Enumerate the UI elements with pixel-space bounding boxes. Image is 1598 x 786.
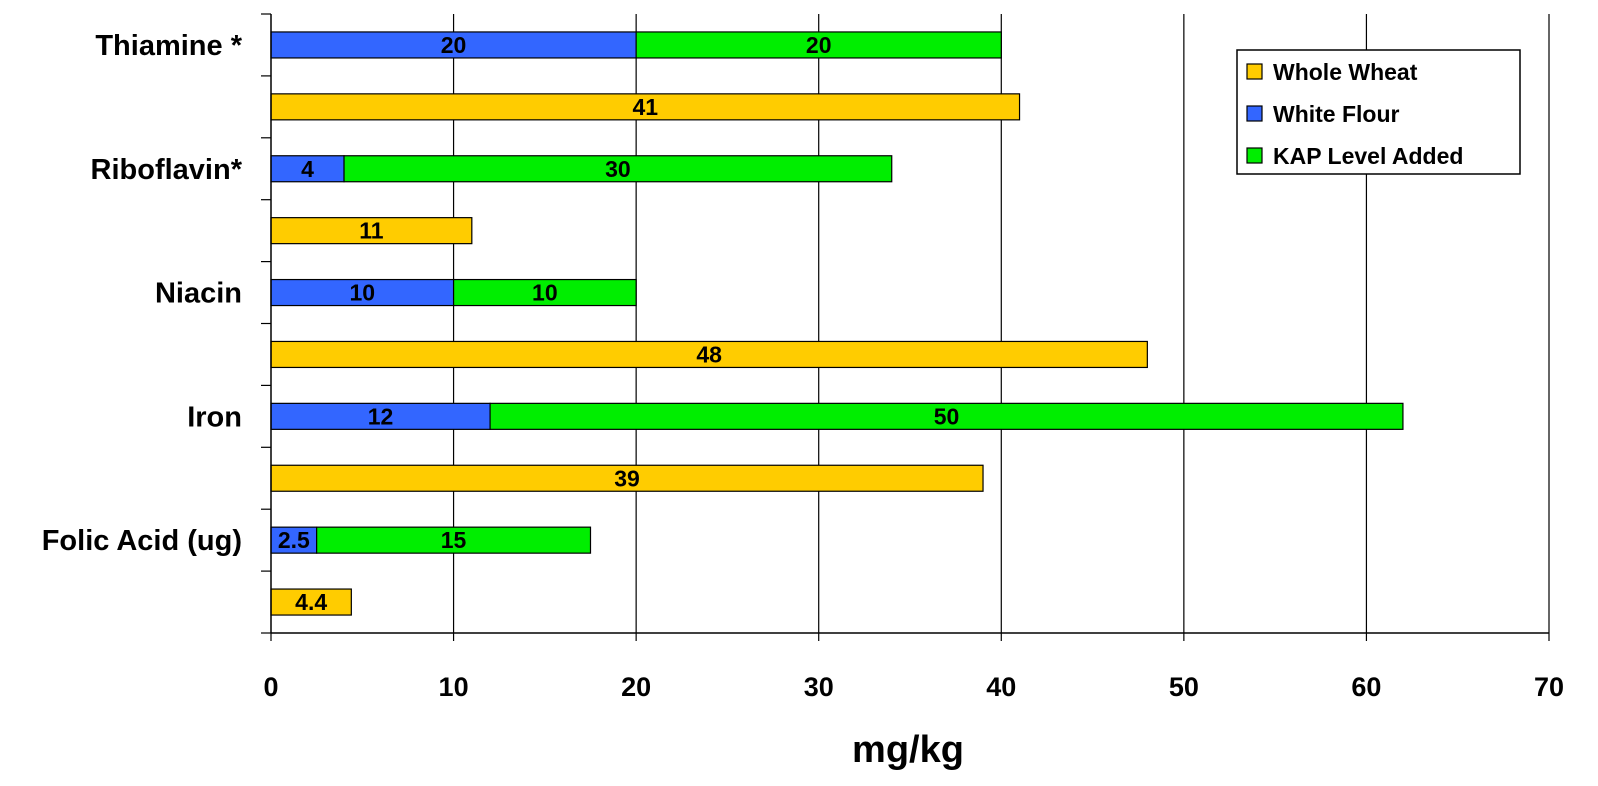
- bar-segment: [316, 526, 592, 554]
- data-label: 50: [934, 403, 960, 429]
- x-tick-labels: 0 10 20 30 40 50 60 70: [263, 672, 1564, 702]
- legend-box: [1236, 49, 1521, 175]
- data-label: 12: [368, 403, 394, 429]
- bars: 20 20 41 4 30 11 10 10 48 12 50 39 2.5 15 4.4: [270, 31, 1404, 616]
- legend-label: Whole Wheat: [1273, 59, 1418, 85]
- data-label: 39: [614, 465, 640, 491]
- category-label: Folic Acid (ug): [42, 525, 242, 557]
- x-tick-label: 20: [621, 672, 651, 702]
- bar-segment: [270, 526, 318, 554]
- legend-swatch: [1246, 147, 1263, 164]
- data-label: 4: [301, 156, 314, 182]
- data-label: 41: [632, 94, 658, 120]
- legend: Whole Wheat White Flour KAP Level Added: [1236, 49, 1521, 175]
- x-tick-label: 30: [804, 672, 834, 702]
- bar-segment: [270, 217, 473, 245]
- bar-segment: [343, 155, 893, 183]
- legend-label: White Flour: [1273, 101, 1400, 127]
- category-label: Riboflavin*: [91, 154, 243, 186]
- x-tick-label: 40: [986, 672, 1016, 702]
- bar-segment: [489, 402, 1404, 430]
- bar-segment: [270, 464, 984, 492]
- x-tick-label: 70: [1534, 672, 1564, 702]
- legend-swatch: [1246, 105, 1263, 122]
- data-label: 4.4: [295, 589, 327, 615]
- bar-segment: [452, 278, 637, 307]
- data-label: 10: [349, 280, 375, 306]
- data-label: 11: [359, 218, 384, 244]
- data-label: 2.5: [278, 527, 310, 553]
- axes: [261, 13, 1550, 641]
- legend-swatch: [1246, 63, 1263, 80]
- x-tick-label: 0: [263, 672, 278, 702]
- data-label: 30: [605, 156, 631, 182]
- bar-segment: [270, 588, 352, 616]
- bar-segment: [635, 31, 1002, 59]
- data-label: 15: [441, 527, 467, 553]
- category-label: Thiamine *: [95, 30, 242, 62]
- category-labels: Thiamine * Riboflavin* Niacin Iron Folic Aci…: [42, 30, 243, 557]
- data-label: 20: [441, 32, 467, 58]
- legend-label: KAP Level Added: [1273, 143, 1463, 169]
- data-label: 20: [806, 32, 832, 58]
- x-tick-label: 60: [1351, 672, 1381, 702]
- x-tick-label: 10: [439, 672, 469, 702]
- x-tick-label: 50: [1169, 672, 1199, 702]
- data-label: 48: [696, 341, 722, 367]
- data-label: 10: [532, 280, 558, 306]
- x-axis-title: mg/kg: [852, 729, 964, 771]
- bar-segment: [270, 93, 1021, 121]
- category-label: Iron: [187, 401, 242, 433]
- category-label: Niacin: [155, 278, 242, 310]
